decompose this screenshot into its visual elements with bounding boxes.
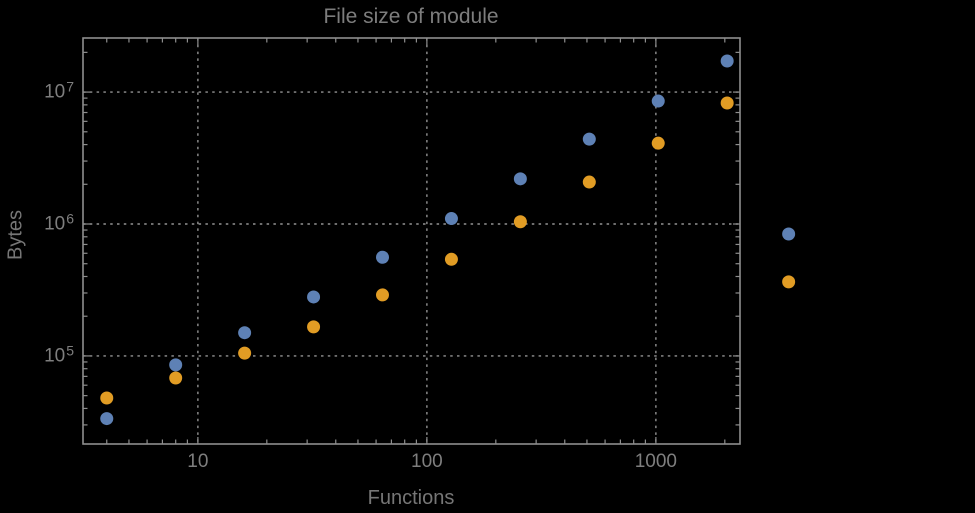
data-point-blue (782, 227, 796, 241)
y-tick-label: 106 (44, 210, 74, 235)
data-point-blue (307, 290, 321, 304)
data-point-blue (444, 212, 458, 226)
data-point-blue (100, 412, 114, 426)
x-tick-label: 10 (187, 451, 209, 472)
x-axis-label: Functions (367, 487, 455, 509)
data-point-blue (720, 54, 734, 68)
data-point-orange (375, 288, 389, 302)
y-axis-label: Bytes (4, 209, 27, 261)
data-point-orange (307, 320, 321, 334)
data-point-orange (238, 346, 252, 360)
data-point-blue (513, 172, 527, 186)
data-point-orange (782, 275, 796, 289)
data-point-blue (582, 132, 596, 146)
data-point-orange (582, 175, 596, 189)
x-tick-label: 100 (411, 451, 443, 472)
x-tick-label: 1000 (634, 451, 678, 472)
data-point-blue (238, 326, 252, 340)
data-point-blue (375, 250, 389, 264)
data-point-orange (100, 391, 114, 405)
chart-title: File size of module (323, 5, 499, 28)
data-point-orange (169, 371, 183, 385)
data-point-orange (720, 96, 734, 110)
plot-frame (82, 37, 741, 445)
data-point-orange (444, 252, 458, 266)
y-tick-label: 107 (44, 78, 74, 103)
data-point-orange (651, 136, 665, 150)
y-tick-label: 105 (44, 342, 74, 367)
data-point-blue (169, 358, 183, 372)
data-point-orange (513, 215, 527, 229)
data-point-blue (651, 94, 665, 108)
